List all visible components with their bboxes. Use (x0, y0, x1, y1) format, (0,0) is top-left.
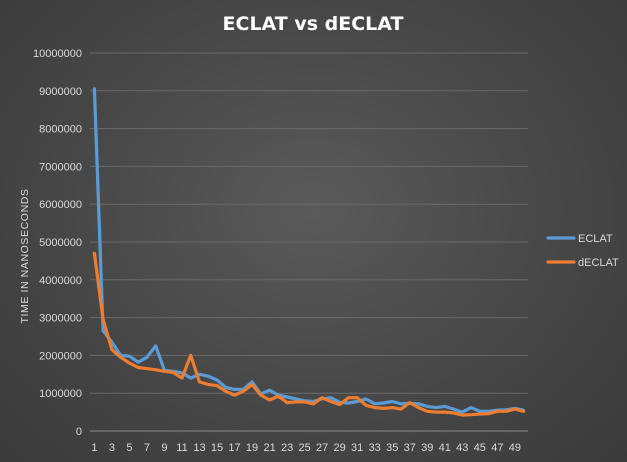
y-axis-ticks: 0 1000000 2000000 3000000 4000000 5000000 6000… (33, 48, 82, 438)
y-tick-label: 9000000 (39, 86, 82, 98)
legend: ECLAT dECLAT (546, 233, 619, 269)
legend-label-declat: dECLAT (578, 257, 619, 269)
x-tick-label: 37 (404, 442, 416, 454)
x-tick-label: 19 (246, 442, 258, 454)
x-tick-label: 27 (316, 442, 328, 454)
x-tick-label: 31 (351, 442, 363, 454)
x-tick-label: 25 (298, 442, 310, 454)
y-tick-label: 2000000 (39, 350, 82, 362)
x-tick-label: 23 (281, 442, 293, 454)
x-tick-label: 7 (144, 442, 150, 454)
series-line-declat (92, 251, 526, 417)
x-tick-label: 47 (491, 442, 503, 454)
y-tick-label: 5000000 (39, 237, 82, 249)
x-tick-label: 5 (126, 442, 132, 454)
y-tick-label: 3000000 (39, 313, 82, 325)
x-tick-label: 29 (334, 442, 346, 454)
x-tick-label: 15 (211, 442, 223, 454)
series-lines (92, 87, 526, 417)
legend-label-eclat: ECLAT (578, 233, 613, 245)
x-tick-label: 9 (161, 442, 167, 454)
x-tick-label: 39 (421, 442, 433, 454)
x-tick-label: 43 (456, 442, 468, 454)
chart-title: ECLAT vs dECLAT (223, 13, 404, 35)
gridlines (90, 52, 528, 432)
y-tick-label: 4000000 (39, 275, 82, 287)
x-axis-ticks: 1 3 5 7 9 11 13 15 17 19 21 23 25 27 29 31 33 35 37 39 41 43 4… (91, 442, 521, 454)
y-tick-label: 0 (76, 426, 82, 438)
x-tick-label: 13 (193, 442, 205, 454)
y-tick-label: 7000000 (39, 161, 82, 173)
x-tick-label: 49 (509, 442, 521, 454)
y-axis-label: TIME IN NANOSECONDS (19, 188, 31, 323)
y-tick-label: 10000000 (33, 48, 82, 60)
y-tick-label: 6000000 (39, 199, 82, 211)
y-tick-label: 8000000 (39, 124, 82, 136)
x-tick-label: 1 (91, 442, 97, 454)
x-tick-label: 45 (474, 442, 486, 454)
x-tick-label: 21 (263, 442, 275, 454)
x-tick-label: 41 (439, 442, 451, 454)
x-tick-label: 3 (109, 442, 115, 454)
series-line-eclat (92, 87, 526, 414)
x-tick-label: 11 (176, 442, 187, 454)
x-tick-label: 35 (386, 442, 398, 454)
y-tick-label: 1000000 (39, 388, 82, 400)
x-tick-label: 33 (369, 442, 381, 454)
x-tick-label: 17 (228, 442, 240, 454)
